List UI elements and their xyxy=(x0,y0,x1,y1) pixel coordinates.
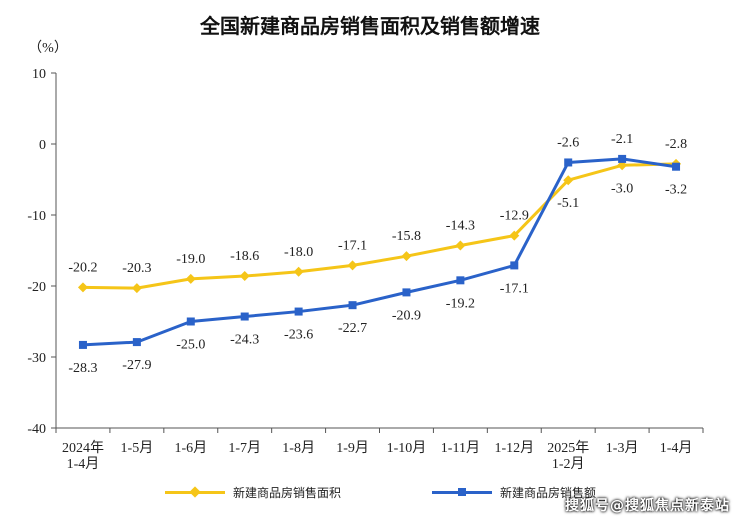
point-marker-area xyxy=(347,260,358,271)
point-marker-sales xyxy=(672,162,681,171)
data-label-sales: -28.3 xyxy=(68,361,97,376)
point-marker-sales xyxy=(402,288,411,297)
data-label-sales: -2.6 xyxy=(557,135,579,150)
data-label-sales: -3.2 xyxy=(665,183,687,198)
point-marker-sales xyxy=(294,307,303,316)
point-marker-sales xyxy=(618,154,627,163)
point-marker-sales xyxy=(348,301,357,310)
x-tick-label: 1-9月 xyxy=(336,440,369,456)
data-label-area: -20.3 xyxy=(122,261,151,276)
y-tick-label: 0 xyxy=(39,138,46,153)
point-marker-area xyxy=(509,230,520,241)
point-marker-area xyxy=(131,283,142,294)
point-marker-sales xyxy=(456,276,465,285)
legend-item-area: 新建商品房销售面积 xyxy=(165,482,341,502)
x-tick-label: 1-4月 xyxy=(660,440,693,456)
point-marker-area xyxy=(401,251,412,262)
point-marker-area xyxy=(455,240,466,251)
x-tick-label: 1-8月 xyxy=(282,440,315,456)
x-tick-label: 2024年 xyxy=(62,440,104,456)
series-line-area xyxy=(82,162,677,290)
point-marker-sales xyxy=(564,158,573,167)
data-label-area: -2.8 xyxy=(665,137,687,152)
point-marker-sales xyxy=(240,312,249,321)
legend-swatch-sales xyxy=(432,485,492,499)
legend-label-sales: 新建商品房销售额 xyxy=(500,485,597,500)
data-label-sales: -27.9 xyxy=(122,358,151,373)
point-marker-area xyxy=(239,271,250,282)
data-label-area: -19.0 xyxy=(176,252,205,267)
y-tick-label: -10 xyxy=(27,209,46,224)
data-label-sales: -2.1 xyxy=(611,132,633,147)
x-tick-label: 2025年 xyxy=(547,440,589,456)
point-marker-area xyxy=(77,282,88,293)
x-tick-label: 1-2月 xyxy=(552,456,585,472)
legend-label-area: 新建商品房销售面积 xyxy=(233,485,342,500)
x-tick-label: 1-3月 xyxy=(606,440,639,456)
x-tick-label: 1-10月 xyxy=(387,440,427,456)
point-marker-sales xyxy=(78,340,87,349)
y-tick-label: -30 xyxy=(27,351,46,366)
data-label-area: -3.0 xyxy=(611,181,633,196)
series-line-sales xyxy=(82,157,677,347)
x-tick-label: 1-12月 xyxy=(494,440,534,456)
y-tick-label: -40 xyxy=(27,422,46,437)
data-label-sales: -17.1 xyxy=(500,281,529,296)
data-label-area: -15.8 xyxy=(392,229,421,244)
x-tick-label: 1-6月 xyxy=(174,440,207,456)
data-label-sales: -25.0 xyxy=(176,338,205,353)
data-label-area: -12.9 xyxy=(500,209,529,224)
x-tick-label: 1-4月 xyxy=(67,456,100,472)
point-marker-sales xyxy=(132,338,141,347)
data-label-area: -17.1 xyxy=(338,238,367,253)
x-tick-label: 1-7月 xyxy=(228,440,261,456)
data-label-sales: -24.3 xyxy=(230,333,259,348)
point-marker-area xyxy=(293,266,304,277)
point-marker-area xyxy=(185,273,196,284)
x-tick-label: 1-11月 xyxy=(441,440,480,456)
data-label-area: -5.1 xyxy=(557,196,579,211)
y-tick-label: -20 xyxy=(27,280,46,295)
y-axis-unit-label: （%） xyxy=(28,40,68,56)
point-marker-sales xyxy=(510,261,519,270)
data-label-sales: -22.7 xyxy=(338,321,367,336)
data-label-area: -18.0 xyxy=(284,245,313,260)
legend-item-sales: 新建商品房销售额 xyxy=(432,482,596,502)
watermark: 搜狐号@搜狐焦点新泰站 xyxy=(565,498,730,514)
point-marker-sales xyxy=(186,317,195,326)
chart-title: 全国新建商品房销售面积及销售额增速 xyxy=(200,14,540,38)
data-label-area: -18.6 xyxy=(230,249,259,264)
data-label-sales: -19.2 xyxy=(446,296,475,311)
data-label-sales: -23.6 xyxy=(284,328,313,343)
legend-swatch-area xyxy=(165,485,225,499)
data-label-area: -14.3 xyxy=(446,219,475,234)
y-tick-label: 10 xyxy=(32,67,46,82)
x-tick-label: 1-5月 xyxy=(121,440,154,456)
data-label-sales: -20.9 xyxy=(392,308,421,323)
point-marker-area xyxy=(563,175,574,186)
data-label-area: -20.2 xyxy=(68,260,97,275)
